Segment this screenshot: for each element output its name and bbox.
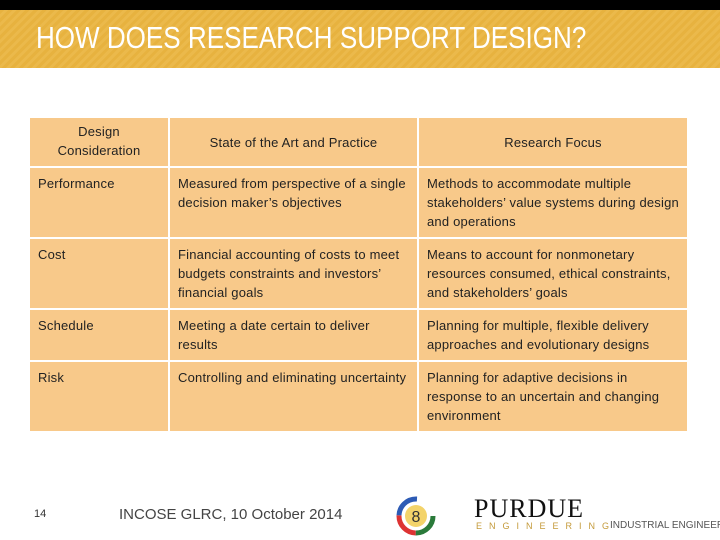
column-header: State of the Art and Practice (168, 116, 419, 168)
table-cell: Means to account for nonmonetary resourc… (417, 237, 689, 310)
slide-title: HOW DOES RESEARCH SUPPORT DESIGN? (36, 20, 587, 55)
table-cell: Cost (28, 237, 170, 310)
table-cell: Meeting a date certain to deliver result… (168, 308, 419, 362)
table-cell: Schedule (28, 308, 170, 362)
table-cell: Controlling and eliminating uncertainty (168, 360, 419, 433)
logo-name: PURDUE (474, 494, 585, 523)
table-row: Performance Measured from perspective of … (28, 166, 689, 239)
table-row: Cost Financial accounting of costs to mee… (28, 237, 689, 310)
comparison-table: Design Consideration State of the Art an… (28, 116, 689, 433)
department: INDUSTRIAL ENGINEERING (610, 520, 720, 531)
logo-subtitle: ENGINEERING (476, 521, 617, 531)
table-row: Risk Controlling and eliminating uncertai… (28, 360, 689, 433)
title-band (0, 10, 720, 68)
table-body: Performance Measured from perspective of … (28, 166, 689, 433)
column-header: Research Focus (417, 116, 689, 168)
table-cell: Performance (28, 166, 170, 239)
table-cell: Methods to accommodate multiple stakehol… (417, 166, 689, 239)
table-cell: Planning for adaptive decisions in respo… (417, 360, 689, 433)
table-cell: Financial accounting of costs to meet bu… (168, 237, 419, 310)
column-header: Design Consideration (28, 116, 170, 168)
event-text: INCOSE GLRC, 10 October 2014 (119, 506, 343, 523)
top-bar (0, 0, 720, 10)
svg-text:8: 8 (412, 509, 421, 526)
header-row: Design Consideration State of the Art an… (28, 116, 689, 168)
page-number: 14 (34, 508, 47, 520)
table-row: Schedule Meeting a date certain to delive… (28, 308, 689, 362)
logo-emblem: 8 (396, 496, 436, 536)
table-cell: Planning for multiple, flexible delivery… (417, 308, 689, 362)
table-cell: Risk (28, 360, 170, 433)
table-cell: Measured from perspective of a single de… (168, 166, 419, 239)
